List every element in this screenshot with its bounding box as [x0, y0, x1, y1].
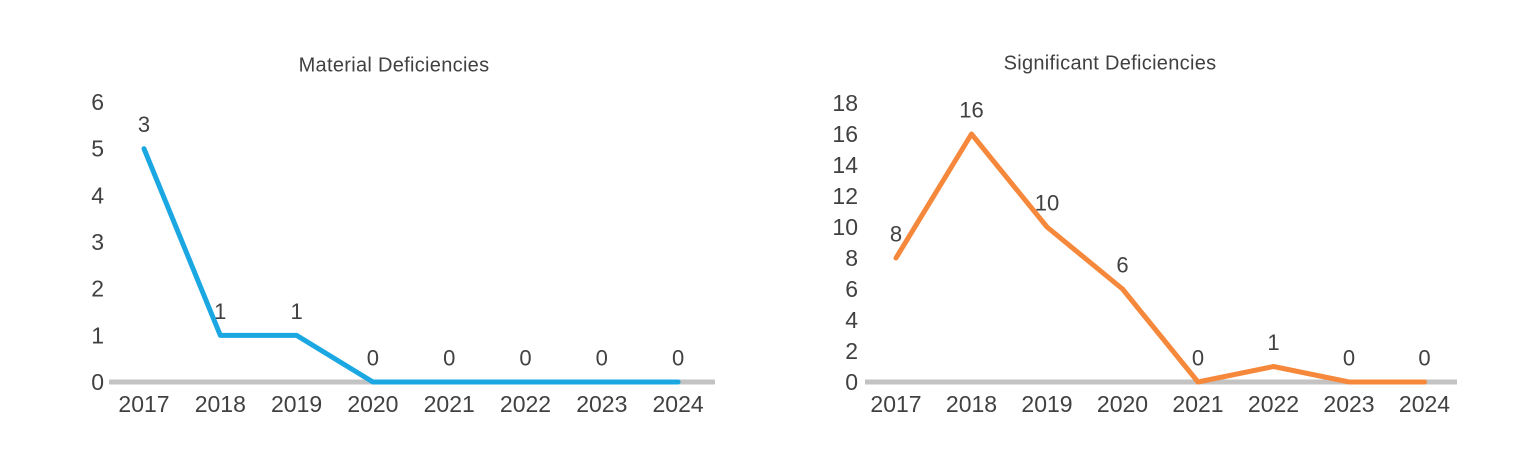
- material-deficiencies-x-tick-label: 2019: [271, 391, 322, 417]
- significant-deficiencies-y-tick-label: 10: [832, 214, 858, 240]
- significant-deficiencies-x-tick-label: 2019: [1021, 391, 1072, 417]
- material-deficiencies-x-tick-label: 2024: [653, 391, 704, 417]
- material-deficiencies-x-tick-label: 2017: [118, 391, 169, 417]
- material-deficiencies-y-tick-label: 2: [91, 276, 104, 302]
- significant-deficiencies-data-label: 1: [1267, 330, 1279, 355]
- material-deficiencies-y-tick-label: 0: [91, 369, 104, 395]
- significant-deficiencies-x-tick-label: 2021: [1172, 391, 1223, 417]
- material-deficiencies-data-label: 1: [214, 299, 226, 324]
- significant-deficiencies-x-tick-label: 2017: [870, 391, 921, 417]
- significant-deficiencies-x-tick-label: 2024: [1399, 391, 1450, 417]
- significant-deficiencies-y-tick-label: 14: [832, 152, 858, 178]
- material-deficiencies-series-line: [141, 146, 681, 385]
- significant-deficiencies-x-tick-label: 2018: [946, 391, 997, 417]
- significant-deficiencies-y-tick-label: 4: [845, 307, 858, 333]
- significant-deficiencies-y-tick-label: 8: [845, 245, 858, 271]
- material-deficiencies-y-tick-label: 1: [91, 322, 104, 348]
- significant-deficiencies-x-tick-label: 2022: [1248, 391, 1299, 417]
- significant-deficiencies-data-label: 0: [1418, 346, 1430, 371]
- significant-deficiencies-title: Significant Deficiencies: [1003, 52, 1217, 75]
- significant-deficiencies-y-tick-label: 18: [832, 90, 858, 116]
- significant-deficiencies-data-label: 16: [959, 98, 983, 123]
- material-deficiencies-data-label: 0: [519, 346, 531, 371]
- significant-deficiencies-x-tick-label: 2023: [1323, 391, 1374, 417]
- material-deficiencies-data-label: 1: [290, 299, 302, 324]
- material-deficiencies-data-label: 0: [367, 346, 379, 371]
- material-deficiencies-y-tick-label: 3: [91, 229, 104, 255]
- material-deficiencies-x-tick-label: 2018: [195, 391, 246, 417]
- significant-deficiencies-data-label: 0: [1343, 346, 1355, 371]
- material-deficiencies-data-label: 0: [596, 346, 608, 371]
- material-deficiencies-title: Material Deficiencies: [298, 54, 490, 77]
- significant-deficiencies-data-label: 10: [1035, 191, 1059, 216]
- significant-deficiencies-y-tick-label: 0: [845, 369, 858, 395]
- significant-deficiencies-y-tick-label: 12: [832, 183, 858, 209]
- material-deficiencies-x-tick-label: 2023: [576, 391, 627, 417]
- significant-deficiencies-series-line: [893, 131, 1427, 385]
- material-deficiencies-data-label: 0: [443, 346, 455, 371]
- material-deficiencies-x-tick-label: 2020: [347, 391, 398, 417]
- significant-deficiencies-y-tick-label: 2: [845, 338, 858, 364]
- material-deficiencies-data-label: 3: [138, 112, 150, 137]
- significant-deficiencies-x-tick-label: 2020: [1097, 391, 1148, 417]
- material-deficiencies-x-tick-label: 2022: [500, 391, 551, 417]
- material-deficiencies-data-label: 0: [672, 346, 684, 371]
- significant-deficiencies-y-tick-label: 16: [832, 121, 858, 147]
- significant-deficiencies-data-label: 6: [1116, 253, 1128, 278]
- material-deficiencies-chart: 0 1 2 3 4 5 6 2017 2018 2019 2020 2021 2022 2023 2024 3…: [91, 89, 715, 417]
- material-deficiencies-y-tick-label: 5: [91, 136, 104, 162]
- significant-deficiencies-data-label: 0: [1192, 346, 1204, 371]
- significant-deficiencies-y-tick-label: 6: [845, 276, 858, 302]
- material-deficiencies-y-tick-label: 6: [91, 89, 104, 115]
- material-deficiencies-x-tick-label: 2021: [424, 391, 475, 417]
- material-deficiencies-y-tick-label: 4: [91, 182, 104, 208]
- significant-deficiencies-data-label: 8: [890, 222, 902, 247]
